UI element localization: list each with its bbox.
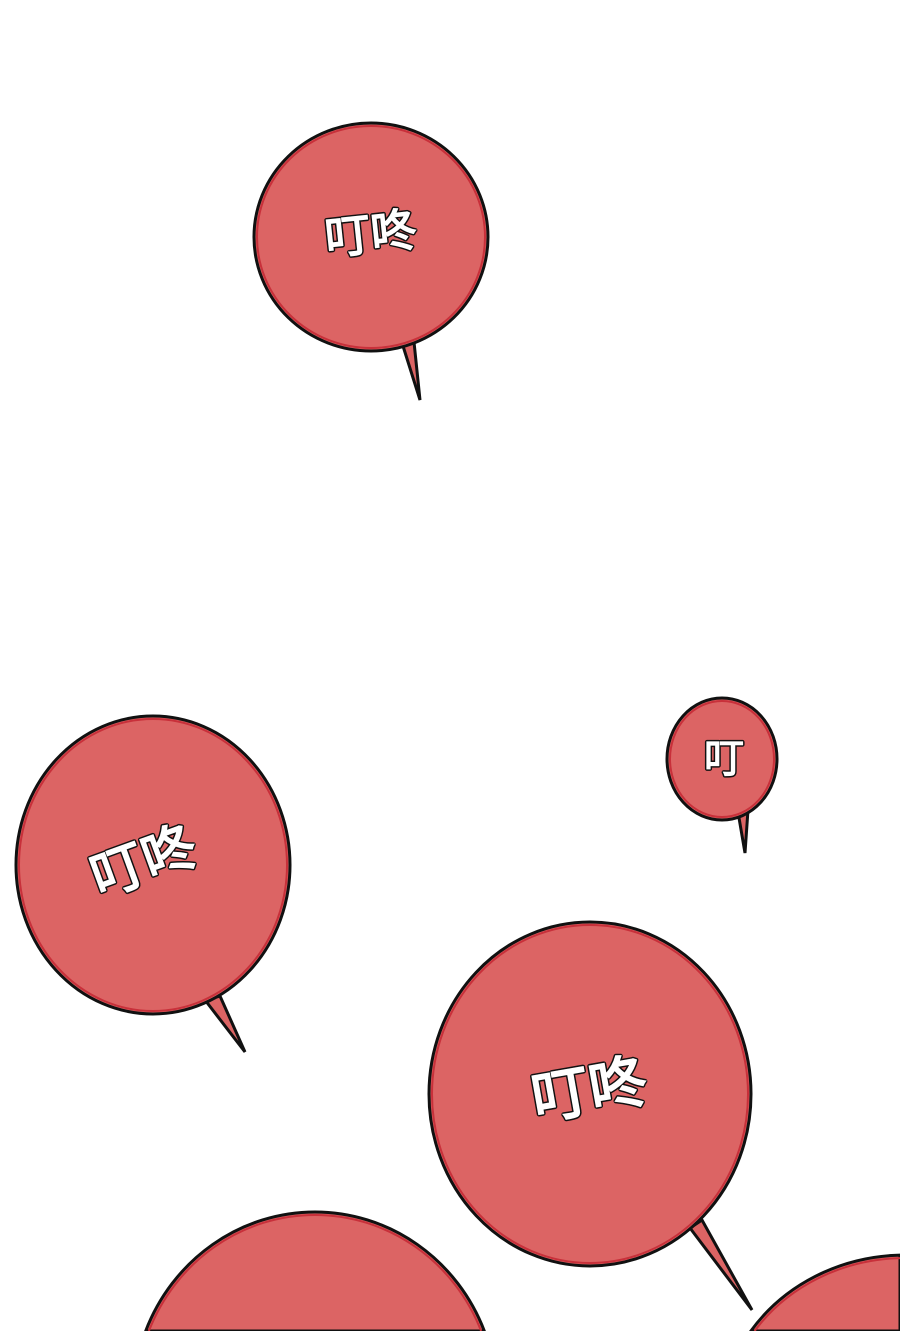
sound-effect-text: 叮咚	[322, 202, 420, 265]
speech-bubble: 叮咚	[252, 121, 490, 401]
speech-bubble: 叮咚	[427, 920, 754, 1311]
speech-bubble-partial	[749, 1253, 900, 1331]
speech-bubble-partial	[144, 1210, 486, 1331]
speech-bubble: 叮咚	[14, 714, 292, 1053]
sound-effect-text: 叮	[704, 736, 744, 782]
speech-bubble: 叮	[665, 696, 779, 854]
